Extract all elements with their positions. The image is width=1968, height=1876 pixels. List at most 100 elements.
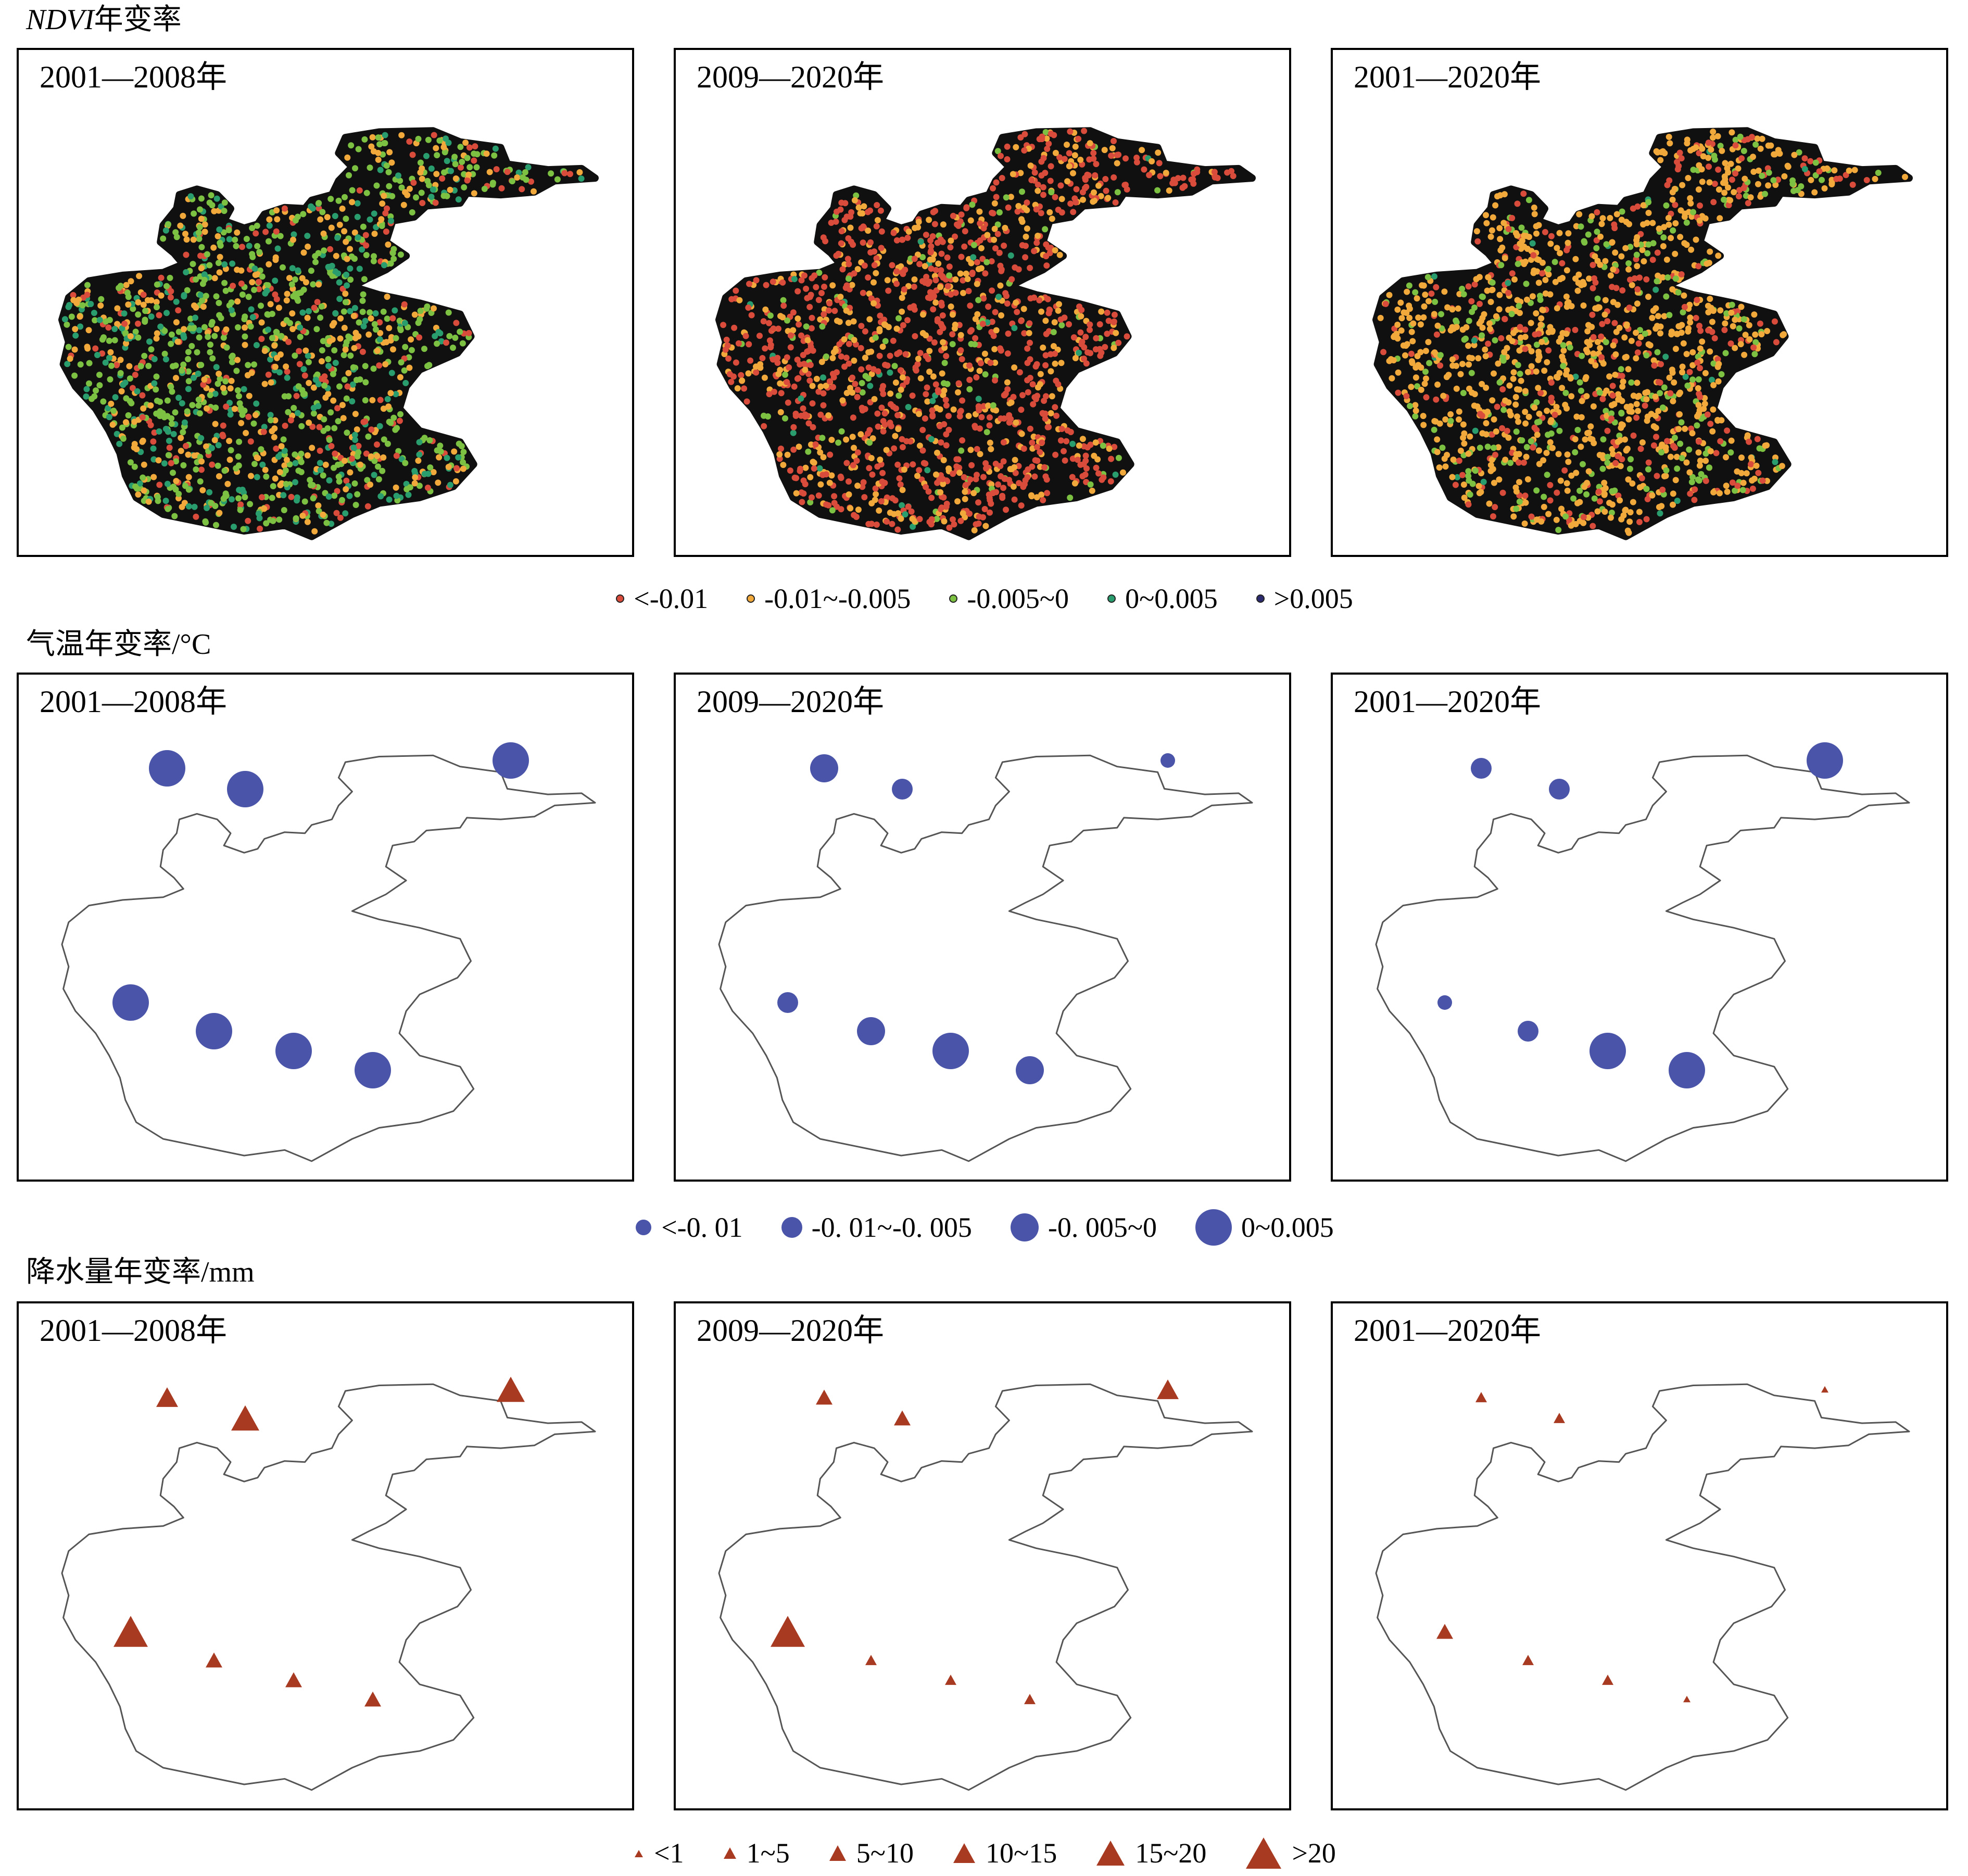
ndvi-pixel xyxy=(1471,341,1478,348)
ndvi-pixel xyxy=(444,158,450,164)
ndvi-pixel xyxy=(837,206,844,213)
ndvi-pixel xyxy=(180,212,186,219)
ndvi-pixel xyxy=(1576,211,1583,218)
ndvi-pixel xyxy=(1640,202,1647,209)
ndvi-pixel xyxy=(1634,300,1641,307)
ndvi-pixel xyxy=(1111,443,1118,450)
ndvi-pixel xyxy=(1592,362,1599,369)
ndvi-pixel xyxy=(1754,135,1761,142)
ndvi-pixel xyxy=(1656,225,1662,232)
ndvi-pixel xyxy=(793,475,800,481)
ndvi-pixel xyxy=(428,194,435,200)
ndvi-pixel xyxy=(1772,459,1778,465)
ndvi-pixel xyxy=(1028,177,1035,183)
ndvi-pixel xyxy=(1063,438,1070,445)
ndvi-pixel xyxy=(806,303,813,310)
ndvi-pixel xyxy=(525,164,532,171)
ndvi-pixel xyxy=(1702,450,1709,457)
ndvi-pixel xyxy=(951,521,957,528)
ndvi-pixel xyxy=(168,460,174,466)
ndvi-pixel xyxy=(337,315,344,322)
ndvi-pixel xyxy=(1547,240,1554,247)
ndvi-pixel xyxy=(877,207,884,214)
ndvi-pixel xyxy=(774,354,781,361)
ndvi-pixel xyxy=(1673,331,1680,337)
ndvi-pixel xyxy=(136,480,143,487)
ndvi-pixel xyxy=(838,240,844,247)
ndvi-pixel xyxy=(121,310,128,317)
ndvi-pixel xyxy=(1654,249,1661,256)
ndvi-pixel xyxy=(1681,303,1688,310)
ndvi-pixel xyxy=(341,228,348,235)
ndvi-pixel xyxy=(1421,303,1428,310)
ndvi-pixel xyxy=(780,302,787,309)
ndvi-pixel xyxy=(1662,353,1669,360)
ndvi-title-italic: NDVI xyxy=(26,4,94,36)
ndvi-pixel xyxy=(278,443,285,450)
ndvi-pixel xyxy=(379,223,385,229)
ndvi-pixel xyxy=(993,327,1000,334)
ndvi-pixel xyxy=(843,307,850,314)
ndvi-pixel xyxy=(1560,347,1567,354)
ndvi-pixel xyxy=(339,205,346,212)
ndvi-pixel xyxy=(1040,192,1046,198)
ndvi-pixel xyxy=(254,222,260,229)
ndvi-pixel xyxy=(277,233,284,239)
ndvi-pixel xyxy=(1696,217,1703,224)
ndvi-pixel xyxy=(1482,346,1488,353)
ndvi-pixel xyxy=(161,327,168,334)
ndvi-pixel xyxy=(1615,391,1621,398)
ndvi-pixel xyxy=(437,442,444,449)
ndvi-pixel xyxy=(1752,331,1759,338)
ndvi-pixel xyxy=(269,495,275,501)
ndvi-pixel xyxy=(1493,428,1499,435)
ndvi-pixel xyxy=(887,369,893,376)
precipitation-map-1 xyxy=(61,1376,596,1791)
ndvi-pixel xyxy=(1684,382,1691,389)
ndvi-pixel xyxy=(1431,349,1438,356)
ndvi-pixel xyxy=(1711,181,1718,187)
ndvi-pixel xyxy=(882,361,888,368)
ndvi-pixel xyxy=(198,216,205,222)
ndvi-pixel xyxy=(1625,366,1632,373)
ndvi-pixel xyxy=(326,437,333,443)
ndvi-pixel xyxy=(206,262,213,269)
ndvi-pixel xyxy=(509,178,515,185)
ndvi-pixel xyxy=(289,310,296,317)
ndvi-pixel xyxy=(1055,307,1062,314)
ndvi-pixel xyxy=(753,277,760,284)
ndvi-pixel xyxy=(1102,176,1109,182)
ndvi-pixel xyxy=(196,224,203,231)
ndvi-pixel xyxy=(998,312,1004,319)
ndvi-pixel xyxy=(801,361,808,367)
ndvi-pixel xyxy=(943,442,950,449)
ndvi-pixel xyxy=(1093,161,1100,168)
ndvi-pixel xyxy=(1496,291,1503,298)
ndvi-pixel xyxy=(910,523,916,530)
ndvi-pixel xyxy=(1553,516,1560,523)
ndvi-pixel xyxy=(1590,350,1597,357)
ndvi-pixel xyxy=(871,279,877,286)
ndvi-pixel xyxy=(77,361,84,368)
ndvi-pixel xyxy=(371,231,378,237)
ndvi-pixel xyxy=(283,457,290,463)
ndvi-pixel xyxy=(1731,189,1737,196)
ndvi-pixel xyxy=(784,451,791,458)
ndvi-pixel xyxy=(1087,321,1093,328)
ndvi-pixel xyxy=(392,307,398,314)
ndvi-pixel xyxy=(310,404,317,411)
ndvi-legend-label-5: >0.005 xyxy=(1273,583,1353,614)
ndvi-pixel xyxy=(1114,189,1121,196)
ndvi-legend-item-3: -0.005~0 xyxy=(948,582,1069,615)
ndvi-pixel xyxy=(894,351,901,357)
temperature-station-s1 xyxy=(810,754,838,782)
ndvi-pixel xyxy=(975,297,982,303)
ndvi-pixel xyxy=(186,325,193,332)
ndvi-pixel xyxy=(354,426,360,433)
ndvi-pixel xyxy=(982,460,989,466)
ndvi-pixel xyxy=(235,462,242,469)
ndvi-pixel xyxy=(1027,425,1033,432)
ndvi-legend-dot-icon-5 xyxy=(1256,594,1265,603)
ndvi-pixel xyxy=(1549,328,1556,335)
ndvi-pixel xyxy=(928,521,935,528)
